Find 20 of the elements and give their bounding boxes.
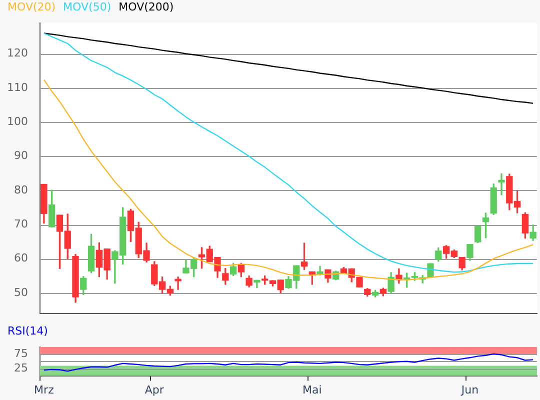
x-tick-label: Mrz — [34, 383, 54, 396]
y-tick-label: 70 — [14, 217, 28, 230]
y-tick-label: 60 — [14, 252, 28, 265]
y-tick-label: 90 — [14, 149, 28, 162]
text: MOV(50) — [63, 0, 112, 14]
x-tick-label: Apr — [144, 383, 164, 396]
candlestick — [498, 173, 505, 196]
y-tick-label: 80 — [14, 183, 28, 196]
text: MOV(20) — [8, 0, 56, 14]
candlestick — [174, 276, 182, 290]
text: MOV(200) — [118, 0, 174, 14]
y-tick-label: 110 — [7, 80, 28, 94]
y-tick-label: 75 — [14, 347, 28, 360]
y-tick-label: 50 — [14, 286, 28, 299]
y-tick-label: 120 — [7, 46, 28, 60]
x-tick-label: Mai — [302, 383, 322, 396]
text: RSI(14) — [8, 324, 48, 338]
y-tick-label: 25 — [14, 361, 28, 374]
y-tick-label: 100 — [7, 114, 28, 128]
x-tick-label: Jun — [460, 383, 479, 396]
